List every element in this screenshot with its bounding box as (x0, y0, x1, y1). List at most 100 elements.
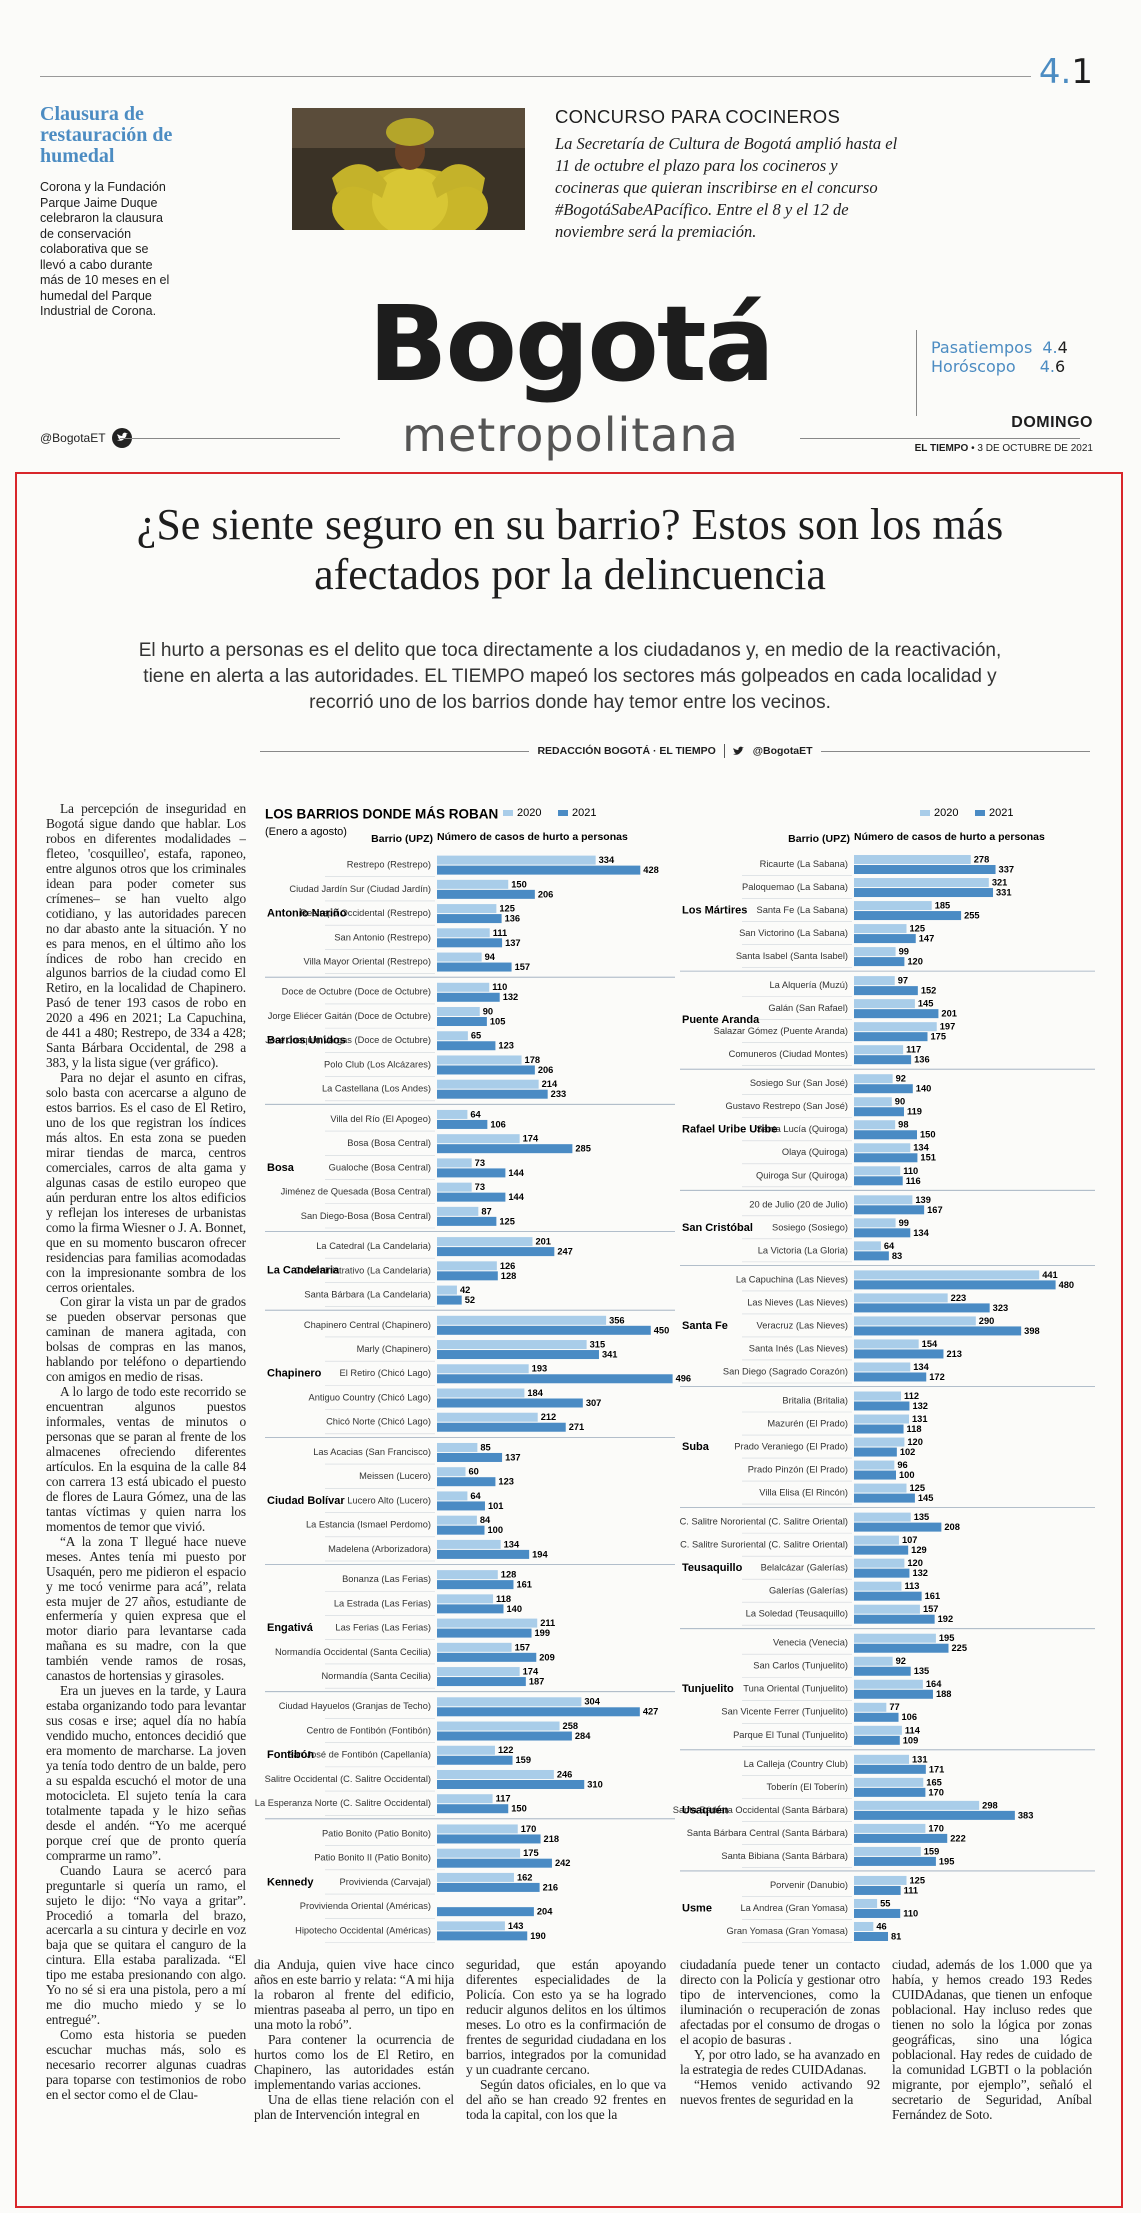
bar (437, 1677, 526, 1687)
bar (854, 1787, 926, 1797)
value-label: 159 (924, 1846, 940, 1856)
article-column: ciudadanía puede tener un contacto direc… (680, 1958, 880, 2200)
bar (437, 865, 641, 875)
deck: El hurto a personas es el delito que toc… (138, 640, 1002, 713)
legend-swatch (975, 810, 985, 816)
bar (437, 855, 596, 865)
value-label: 341 (602, 1349, 618, 1359)
value-label: 271 (569, 1422, 585, 1432)
value-header: Número de casos de hurto a personas (854, 831, 1045, 843)
value-label: 167 (927, 1205, 943, 1215)
paragraph: Con girar la vista un par de grados se p… (46, 1294, 246, 1385)
bar (437, 1491, 468, 1501)
row-label: Villa Elisa (El Rincón) (759, 1488, 848, 1498)
value-label: 123 (498, 1041, 514, 1051)
row-label: San Carlos (Tunjuelito) (753, 1661, 848, 1671)
row-label: Provivienda (Carvajal) (340, 1877, 431, 1887)
value-label: 114 (905, 1725, 921, 1735)
row-label: Santa Lucía (Quiroga) (757, 1124, 848, 1134)
masthead-rule (120, 438, 340, 439)
value-label: 81 (891, 1931, 901, 1941)
value-label: 255 (964, 911, 980, 921)
paper-name: EL TIEMPO (914, 443, 969, 454)
group-label: Kennedy (267, 1876, 314, 1888)
bar (437, 1017, 487, 1027)
value-label: 60 (469, 1467, 479, 1477)
row-label: Sosiego (Sosiego) (772, 1222, 848, 1232)
index-page: 4.6 (1040, 357, 1065, 376)
row-label: San Antonio (Restrepo) (334, 932, 431, 942)
group-label: Tunjuelito (682, 1683, 734, 1695)
bar (437, 1618, 538, 1628)
value-label: 64 (884, 1241, 895, 1251)
bar (437, 1858, 552, 1868)
bar (437, 1134, 520, 1144)
value-label: 139 (915, 1195, 931, 1205)
row-label: Santa Bárbara Central (Santa Bárbara) (687, 1828, 848, 1838)
group-label: Puente Aranda (682, 1014, 760, 1026)
bar (854, 999, 915, 1009)
value-label: 246 (557, 1769, 573, 1779)
group-label: La Candelaria (267, 1265, 340, 1277)
promo-photo (292, 108, 525, 230)
bar (854, 1856, 936, 1866)
bar (437, 914, 502, 924)
row-label: Salazar Gómez (Puente Aranda) (714, 1026, 848, 1036)
row-label: Restrepo Occidental (Restrepo) (300, 908, 431, 918)
legend-label: 2020 (517, 807, 541, 819)
bar (437, 1604, 504, 1614)
byline-divider (723, 744, 725, 758)
value-label: 100 (488, 1525, 504, 1535)
value-label: 46 (876, 1921, 886, 1931)
row-label: San Diego-Bosa (Bosa Central) (301, 1211, 431, 1221)
value-label: 140 (507, 1604, 523, 1614)
bar (437, 1570, 498, 1580)
value-label: 194 (532, 1549, 548, 1559)
group-label: Rafael Uribe Uribe (682, 1124, 777, 1136)
value-label: 150 (511, 879, 527, 889)
value-label: 427 (643, 1707, 659, 1717)
paragraph: Y, por otro lado, se ha avanzado en la e… (680, 2046, 880, 2077)
bar (854, 1535, 899, 1545)
chart: LOS BARRIOS DONDE MÁS ROBAN (Enero a agos… (255, 807, 1095, 1943)
paragraph: Cuando Laura se acercó para preguntarle … (46, 1862, 246, 2028)
byline-rule (260, 750, 530, 752)
value-label: 117 (496, 1794, 511, 1804)
group-label: Bosa (267, 1162, 295, 1174)
bar (854, 1009, 939, 1019)
value-label: 184 (527, 1388, 543, 1398)
value-label: 190 (530, 1931, 546, 1941)
bar (437, 1398, 583, 1408)
byline-rule (820, 750, 1091, 752)
value-label: 170 (928, 1787, 944, 1797)
index-section: 4. (1039, 357, 1055, 376)
bar (854, 1833, 948, 1843)
bar (854, 1689, 933, 1699)
bar (854, 1414, 910, 1424)
bar (437, 1525, 485, 1535)
value-label: 278 (974, 854, 990, 864)
value-label: 480 (1059, 1280, 1075, 1290)
value-label: 206 (538, 1065, 554, 1075)
row-label: Ricaurte (La Sabana) (760, 859, 848, 869)
bar (437, 1374, 673, 1384)
bar (437, 1467, 466, 1477)
bar (854, 1074, 893, 1084)
bar (437, 1779, 585, 1789)
legend-swatch (558, 810, 568, 816)
value-label: 185 (935, 901, 951, 911)
row-label: Patio Bonito II (Patio Bonito) (314, 1853, 431, 1863)
value-label: 111 (493, 928, 508, 938)
value-label: 52 (465, 1295, 475, 1305)
bar (854, 1241, 881, 1251)
value-label: 164 (926, 1679, 942, 1689)
bar (437, 982, 490, 992)
twitter-text: @BogotaET (40, 431, 106, 445)
group-label: Fontibón (267, 1749, 314, 1761)
value-label: 135 (914, 1512, 930, 1522)
value-label: 42 (460, 1285, 470, 1295)
bar (854, 1679, 923, 1689)
paragraph: “A la zona T llegué hace nueve meses. An… (46, 1533, 246, 1684)
value-label: 150 (920, 1130, 936, 1140)
row-label: Bonanza (Las Ferias) (342, 1574, 431, 1584)
